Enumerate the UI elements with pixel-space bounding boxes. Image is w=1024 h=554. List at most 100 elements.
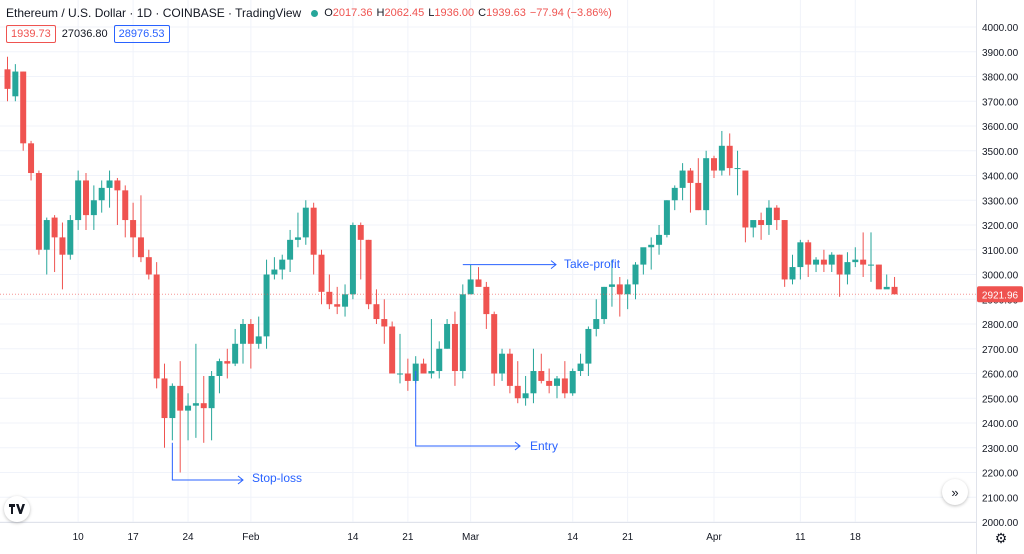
take-profit-label: Take-profit xyxy=(564,257,621,271)
candle-body xyxy=(4,69,11,89)
trade-badges: 1939.73 27036.80 28976.53 xyxy=(6,25,170,43)
symbol-title[interactable]: Ethereum / U.S. Dollar · 1D · COINBASE ·… xyxy=(6,6,302,20)
y-tick-label: 2800.00 xyxy=(982,320,1019,331)
candle-body xyxy=(656,234,663,245)
candle-body xyxy=(51,217,58,238)
tradingview-logo-icon[interactable] xyxy=(4,496,30,522)
candle-body xyxy=(263,274,270,337)
candle-body xyxy=(836,254,843,275)
x-tick-label: Apr xyxy=(706,532,722,543)
candle-body xyxy=(632,264,639,285)
candle-body xyxy=(357,225,364,240)
candle-body xyxy=(247,324,254,344)
candle-body xyxy=(444,324,451,349)
y-tick-label: 2700.00 xyxy=(982,345,1019,356)
candle-body xyxy=(781,220,788,280)
candle-body xyxy=(271,269,278,275)
candle-body xyxy=(711,158,717,171)
candle-body xyxy=(671,187,678,201)
y-tick-label: 2500.00 xyxy=(982,394,1019,405)
candle-body xyxy=(122,190,129,221)
candle-body xyxy=(805,242,812,265)
ohlc-low: L1936.00 xyxy=(428,7,475,19)
candle-body xyxy=(161,378,168,419)
candle-body xyxy=(326,291,333,305)
last-price-tag-label: 2921.96 xyxy=(982,290,1019,301)
candle-body xyxy=(310,207,317,255)
x-tick-label: 24 xyxy=(182,532,194,543)
candle-body xyxy=(616,284,623,295)
spread-value: 27036.80 xyxy=(61,28,108,40)
ohlc-change: −77.94 (−3.86%) xyxy=(529,7,612,19)
candle-body xyxy=(648,244,655,248)
stop-loss-arrow xyxy=(171,442,244,485)
candle-body xyxy=(813,259,820,265)
candle-body xyxy=(585,328,592,364)
candle-body xyxy=(98,187,105,201)
candle-body xyxy=(538,371,545,381)
candle-body xyxy=(459,294,466,372)
ohlc-close: C1939.63 xyxy=(478,7,526,19)
candle-body xyxy=(12,71,19,97)
candle-body xyxy=(342,294,349,307)
entry-label: Entry xyxy=(530,439,559,453)
candle-body xyxy=(349,225,356,295)
candle-body xyxy=(554,378,560,386)
candle-body xyxy=(640,247,647,265)
candle-body xyxy=(404,373,411,381)
candle-body xyxy=(20,71,27,144)
y-tick-label: 3300.00 xyxy=(982,196,1019,207)
candle-body xyxy=(467,279,474,295)
y-tick-label: 2100.00 xyxy=(982,493,1019,504)
x-tick-label: Mar xyxy=(462,532,480,543)
candle-body xyxy=(789,267,796,280)
candle-body xyxy=(75,180,82,221)
candle-body xyxy=(420,363,427,374)
y-tick-label: 2300.00 xyxy=(982,444,1019,455)
candle-body xyxy=(83,180,89,216)
candle-body xyxy=(365,239,372,305)
candle-body xyxy=(703,158,710,211)
candle-body xyxy=(59,237,66,255)
candle-body xyxy=(687,170,694,183)
take-profit-arrow xyxy=(462,260,557,269)
candle-body xyxy=(522,393,529,399)
candle-body xyxy=(90,200,97,216)
x-tick-label: Feb xyxy=(242,532,260,543)
candle-body xyxy=(192,403,199,406)
candle-body xyxy=(663,200,670,235)
candle-body xyxy=(844,262,851,275)
gear-icon[interactable]: ⚙ xyxy=(994,529,1008,546)
y-tick-label: 3600.00 xyxy=(982,122,1019,133)
x-tick-label: 10 xyxy=(73,532,85,543)
candle-body xyxy=(758,220,765,225)
candle-body xyxy=(506,353,513,386)
candle-body xyxy=(436,348,443,372)
candle-body xyxy=(624,284,631,295)
candle-body xyxy=(35,173,42,250)
x-tick-label: 14 xyxy=(567,532,579,543)
candle-body xyxy=(695,182,702,211)
y-tick-label: 3800.00 xyxy=(982,73,1019,84)
candle-body xyxy=(232,343,239,364)
ohlc-high: H2062.45 xyxy=(376,7,425,19)
candle-body xyxy=(240,324,246,344)
candle-body xyxy=(114,180,121,191)
double-chevron-right-icon[interactable]: » xyxy=(942,479,968,505)
x-tick-label: 14 xyxy=(347,532,359,543)
candle-body xyxy=(742,170,749,228)
y-tick-label: 3400.00 xyxy=(982,172,1019,183)
candle-body xyxy=(381,319,388,327)
candle-body xyxy=(561,378,568,394)
candle-body xyxy=(397,373,403,375)
candle-body xyxy=(608,284,615,287)
candle-body xyxy=(428,371,435,374)
candle-body xyxy=(318,254,325,292)
y-tick-label: 2400.00 xyxy=(982,419,1019,430)
candle-body xyxy=(153,274,160,379)
buy-price-badge[interactable]: 28976.53 xyxy=(113,25,170,43)
candle-body xyxy=(475,279,482,287)
sell-price-badge[interactable]: 1939.73 xyxy=(6,25,56,43)
y-tick-label: 3900.00 xyxy=(982,48,1019,59)
